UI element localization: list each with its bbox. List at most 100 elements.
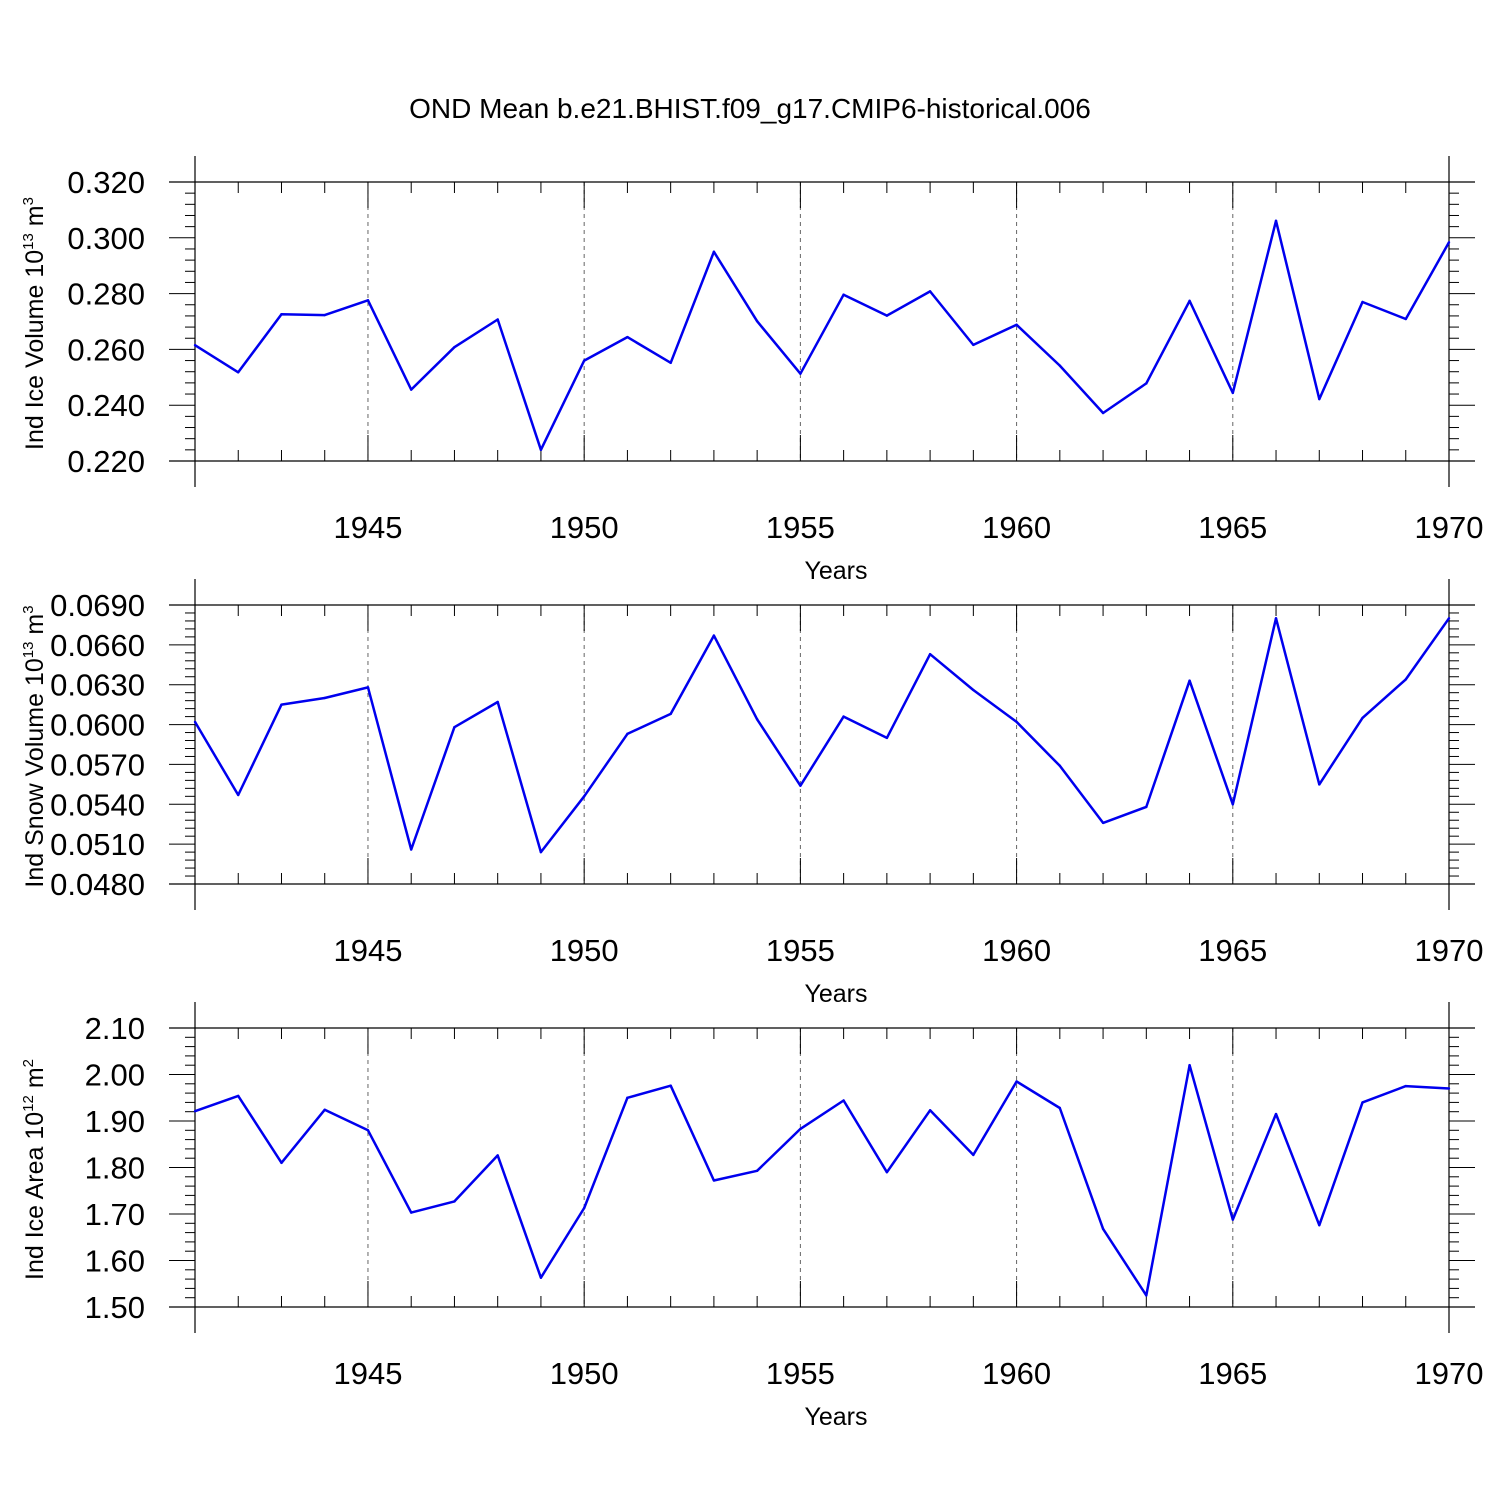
y-tick-label-1.50: 1.50: [85, 1290, 145, 1325]
data-point-1941: [193, 720, 197, 724]
data-point-1963: [1145, 1294, 1148, 1297]
data-point-1950: [582, 795, 586, 798]
data-point-1970: [1447, 617, 1451, 620]
data-point-1950: [582, 359, 586, 362]
data-point-1964: [1188, 679, 1191, 682]
data-point-1962: [1101, 821, 1105, 825]
x-tick-label-1955: 1955: [766, 510, 835, 545]
data-point-1943: [280, 703, 283, 706]
x-tick-label-1950: 1950: [550, 1356, 619, 1391]
panel-2: 0.0480 0.0510 0.0540 0.0570 0.0600 0.0630 0.06…: [20, 579, 1483, 1008]
data-point-1944: [323, 696, 326, 700]
data-point-1966: [1274, 219, 1278, 222]
data-point-1965: [1231, 391, 1234, 395]
y-axis-title: Ind Ice Area 1012 m2: [20, 1059, 49, 1280]
x-axis-title: Years: [804, 557, 867, 585]
x-tick-label-1945: 1945: [333, 1356, 402, 1391]
data-point-1954: [755, 1169, 759, 1172]
y-tick-label-2.10: 2.10: [85, 1011, 145, 1046]
data-point-1949: [539, 448, 543, 452]
data-point-1957: [885, 736, 889, 740]
data-point-1965: [1231, 803, 1234, 806]
y-tick-label-0.260: 0.260: [67, 332, 145, 367]
data-point-1967: [1318, 397, 1321, 401]
data-point-1968: [1361, 1101, 1364, 1104]
data-point-1953: [712, 1179, 716, 1182]
panel-3: 1.50 1.60 1.70 1.80 1.90 2.00 2.10 1945 1950 1955…: [20, 1002, 1483, 1431]
data-point-1961: [1058, 364, 1062, 367]
data-point-1958: [928, 652, 932, 656]
data-point-1952: [669, 1084, 672, 1087]
y-axis-title-unit: m: [21, 205, 49, 233]
y-axis-title-unit-exponent: 2: [20, 1059, 37, 1067]
data-point-1954: [755, 320, 759, 323]
data-point-1951: [626, 1096, 629, 1099]
data-point-1969: [1404, 678, 1407, 681]
data-point-1962: [1101, 411, 1105, 415]
data-point-1949: [539, 1276, 543, 1279]
x-axis-title: Years: [804, 1403, 867, 1431]
data-point-1959: [972, 343, 975, 347]
data-point-1945: [366, 299, 370, 302]
y-axis-title-exponent: 13: [20, 642, 37, 659]
y-tick-label-0.0630: 0.0630: [50, 668, 145, 703]
y-tick-label-0.0690: 0.0690: [50, 588, 145, 623]
y-tick-label-0.0510: 0.0510: [50, 827, 145, 862]
y-axis-title-main: Ind Ice Volume 10: [21, 250, 49, 450]
y-axis-title-unit: m: [21, 614, 49, 642]
data-point-1966: [1274, 617, 1278, 620]
data-point-1952: [669, 361, 672, 364]
data-point-1968: [1361, 716, 1364, 720]
data-point-1959: [972, 1153, 975, 1157]
panel-1: 0.220 0.240 0.260 0.280 0.300 0.320 1945 1950 19…: [20, 156, 1483, 585]
data-point-1958: [928, 1109, 932, 1112]
chart-title: OND Mean b.e21.BHIST.f09_g17.CMIP6-histo…: [409, 93, 1091, 124]
y-axis-title-exponent: 12: [20, 1095, 37, 1112]
y-axis-title-unit-exponent: 3: [20, 197, 37, 205]
x-tick-label-1955: 1955: [766, 1356, 835, 1391]
y-tick-label-0.300: 0.300: [67, 221, 145, 256]
data-point-1946: [410, 388, 413, 391]
y-tick-label-0.320: 0.320: [67, 165, 145, 200]
x-tick-label-1970: 1970: [1415, 933, 1484, 968]
data-point-1944: [323, 313, 326, 317]
x-tick-label-1960: 1960: [982, 510, 1051, 545]
y-tick-label-0.0660: 0.0660: [50, 628, 145, 663]
data-point-1956: [842, 293, 845, 296]
x-tick-label-1950: 1950: [550, 933, 619, 968]
data-point-1946: [410, 848, 413, 851]
y-tick-label-1.90: 1.90: [85, 1104, 145, 1139]
y-tick-label-0.0570: 0.0570: [50, 747, 145, 782]
y-axis-title-main: Ind Ice Area 10: [21, 1112, 49, 1280]
data-point-1961: [1058, 764, 1062, 767]
y-axis-title-main: Ind Snow Volume 10: [21, 658, 49, 887]
data-point-1946: [410, 1211, 413, 1214]
data-point-1952: [669, 712, 672, 716]
x-tick-label-1960: 1960: [982, 1356, 1051, 1391]
data-point-1956: [842, 1099, 845, 1102]
data-point-1943: [280, 313, 283, 316]
data-point-1943: [280, 1161, 283, 1165]
x-tick-label-1965: 1965: [1198, 1356, 1267, 1391]
data-point-1955: [799, 784, 802, 787]
y-axis-title-unit: m: [21, 1067, 49, 1095]
data-point-1951: [626, 732, 629, 736]
data-point-1955: [799, 372, 802, 375]
data-point-1965: [1231, 1218, 1234, 1221]
data-point-1964: [1188, 1064, 1191, 1067]
data-point-1961: [1058, 1106, 1062, 1110]
y-tick-label-2.00: 2.00: [85, 1058, 145, 1093]
data-point-1951: [626, 335, 629, 339]
x-axis-title: Years: [804, 980, 867, 1008]
x-tick-label-1960: 1960: [982, 933, 1051, 968]
data-point-1962: [1101, 1227, 1105, 1231]
data-point-1967: [1318, 1223, 1321, 1227]
data-point-1969: [1404, 317, 1407, 321]
y-tick-label-1.60: 1.60: [85, 1244, 145, 1279]
data-point-1942: [237, 1094, 240, 1098]
data-point-1969: [1404, 1084, 1407, 1088]
data-point-1964: [1188, 299, 1191, 303]
data-point-1947: [453, 1200, 456, 1203]
x-tick-label-1955: 1955: [766, 933, 835, 968]
